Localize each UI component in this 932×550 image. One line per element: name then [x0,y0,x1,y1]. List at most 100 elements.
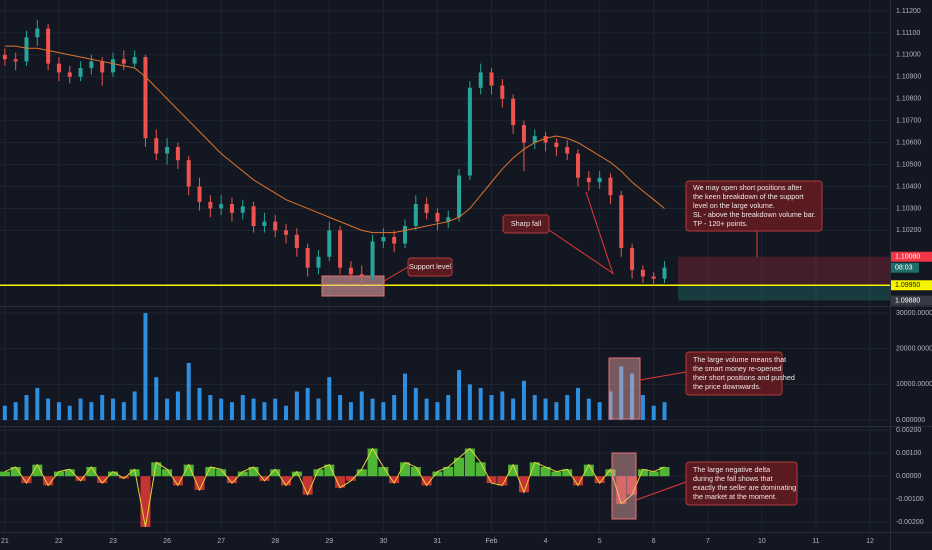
delta-bar [335,476,346,488]
x-tick-label: 26 [163,538,171,545]
candle-body [608,177,613,196]
delta-bar [291,471,302,477]
volume-bar [586,398,591,421]
volume-bar [219,398,224,421]
level-label: 1.09880 [895,297,920,304]
delta-bar [367,448,378,477]
volume-bar [402,373,407,421]
volume-bar [392,395,397,421]
volume-bar [197,387,202,421]
delta-bar [529,462,540,477]
x-tick-label: 7 [706,538,710,545]
candle-body [413,204,418,227]
annotation-box [685,180,823,232]
x-tick-label: 6 [652,538,656,545]
delta-bar [594,476,605,484]
candle-body [273,221,278,231]
annotation-text: the smart money re-opened [693,364,781,373]
volume-bar [348,402,353,421]
delta-bar [605,469,616,477]
volume-bar [467,384,472,421]
volume-highlight [608,357,641,420]
candle-body [165,147,170,154]
x-tick-label: Feb [485,538,497,545]
candle-body [489,72,494,86]
delta-bar [421,476,432,486]
volume-bar [338,395,343,421]
delta-bar [172,476,183,486]
y-tick-label: -0.00100 [896,496,924,503]
y-tick-label: 0.00200 [896,427,921,434]
candle-body [78,68,83,77]
volume-bar [651,405,656,421]
candle-body [13,59,18,62]
volume-bar [446,395,451,421]
candle-body [597,177,602,183]
candle-body [554,142,559,148]
delta-bar [129,469,140,477]
candle-body [35,28,40,38]
candle-body [640,269,645,277]
y-tick-label: 1.10600 [896,139,921,146]
volume-bar [576,387,581,421]
candle-body [651,276,656,279]
volume-bar [46,398,51,421]
delta-bar [216,469,227,477]
level-label: 1.10080 [895,254,920,261]
sell-zone [678,256,890,286]
volume-bar [478,387,483,421]
delta-bar [226,476,237,484]
delta-bar [281,476,292,486]
volume-bar [294,391,299,421]
volume-bar [100,395,105,421]
x-tick-label: 11 [812,538,819,545]
volume-bar [489,395,494,421]
y-tick-label: 0.000000 [896,417,925,424]
y-tick-label: 1.10400 [896,183,921,190]
delta-bar [486,476,497,484]
axes: 21 22 23 26 27 28 29 30 31 Feb 4 5 6 7 10 11 12 1.11200 1.… [1,8,932,545]
candle-body [521,125,526,143]
candle-body [467,87,472,176]
delta-bar [43,476,54,486]
delta-bar [270,469,281,477]
candle-body [370,241,375,277]
volume-bar [359,391,364,421]
x-tick-label: 29 [325,538,333,545]
candle-body [359,274,364,277]
candle-body [240,206,245,213]
x-tick-label: 12 [866,538,874,545]
delta-highlight [611,452,637,520]
y-tick-label: 0.00000 [896,473,921,480]
delta-bar [562,469,573,477]
candle-body [511,98,516,126]
volume-bar [67,405,72,421]
annotation-text: the market at the moment. [693,492,777,501]
annotation-box [685,461,798,506]
candle-body [305,247,310,268]
volume-bar [619,366,624,421]
candle-body [327,230,332,257]
volume-bar [608,391,613,421]
candle-body [46,28,51,64]
annotation-text: exactly the seller are dominating [693,483,796,492]
arrow [639,371,687,381]
candle-body [348,267,353,275]
volume-bar [413,387,418,421]
delta-bar [205,466,216,477]
delta-bar [64,469,75,477]
volume-bar [240,395,245,421]
volume-bar [24,395,29,421]
candle-body [56,63,61,73]
arrow [585,191,614,275]
annotation-box [685,351,783,396]
delta-bar [637,469,648,477]
volume-bar [273,398,278,421]
delta-bar [583,464,594,477]
candle-body [89,61,94,69]
notes: Support level Sharp fall We may open short… [407,180,823,506]
stop-zone [678,285,890,301]
volume-bar [543,398,548,421]
y-tick-label: 1.10500 [896,161,921,168]
